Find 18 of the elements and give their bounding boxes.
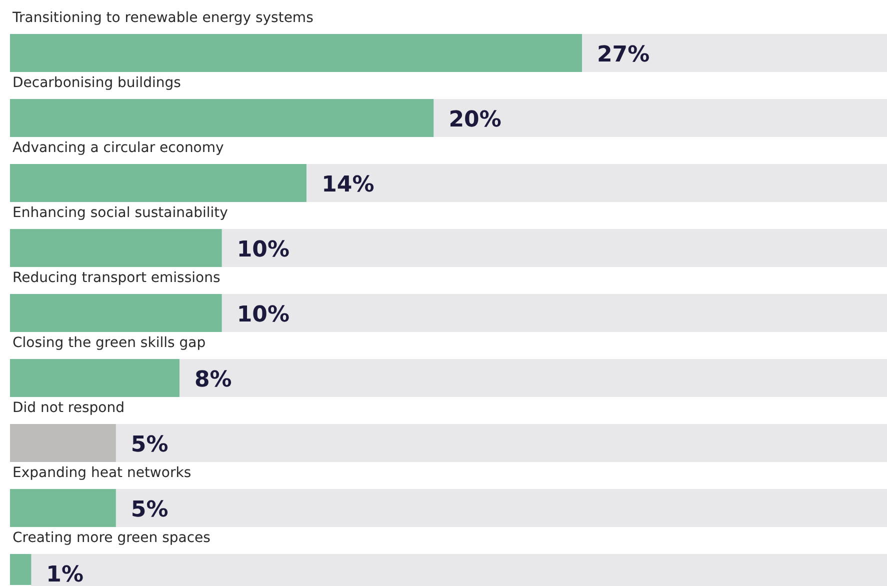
y-tick-label: Creating more green spaces xyxy=(12,530,210,546)
data-label: 10% xyxy=(236,238,290,262)
data-label: 20% xyxy=(448,108,502,132)
y-tick-label: Transitioning to renewable energy systems xyxy=(12,10,314,26)
data-label: 27% xyxy=(597,42,650,68)
data-label: 8% xyxy=(194,368,232,392)
data-label: 5% xyxy=(130,498,168,522)
y-tick-label: Decarbonising buildings xyxy=(12,75,181,91)
y-tick-label: Expanding heat networks xyxy=(12,465,192,481)
y-tick-label: Reducing transport emissions xyxy=(12,270,220,286)
y-tick-label: Advancing a circular economy xyxy=(12,140,224,156)
y-tick-label: Enhancing social sustainability xyxy=(12,205,228,221)
y-tick-label: Did not respond xyxy=(12,400,124,416)
y-tick-label: Closing the green skills gap xyxy=(12,335,206,351)
data-label: 10% xyxy=(236,302,290,328)
data-label: 14% xyxy=(322,172,374,198)
data-label: 1% xyxy=(46,562,84,586)
data-label: 5% xyxy=(130,432,168,458)
